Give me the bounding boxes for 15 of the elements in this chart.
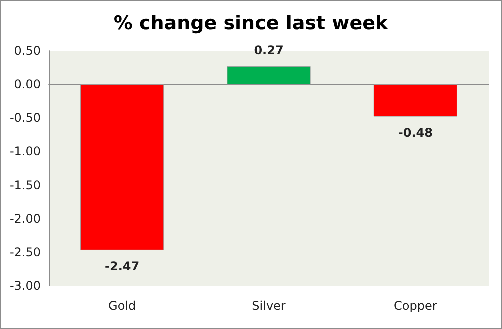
x-tick-label: Silver (252, 299, 286, 313)
y-tick-label: -1.50 (10, 178, 41, 192)
y-tick-label: -3.00 (10, 279, 41, 293)
x-tick-label: Gold (108, 299, 136, 313)
x-tick-label: Copper (394, 299, 438, 313)
chart-title: % change since last week (114, 12, 389, 34)
data-label: -0.48 (398, 126, 433, 140)
y-tick-label: -2.50 (10, 245, 41, 260)
y-tick-label: -1.00 (10, 144, 41, 159)
data-label: -2.47 (105, 259, 140, 274)
y-tick-label: -0.50 (10, 111, 41, 126)
data-label: 0.27 (254, 43, 284, 58)
y-tick-label: -2.00 (10, 212, 41, 226)
y-tick-label: 0.00 (14, 78, 41, 92)
y-tick-label: 0.50 (14, 44, 41, 58)
